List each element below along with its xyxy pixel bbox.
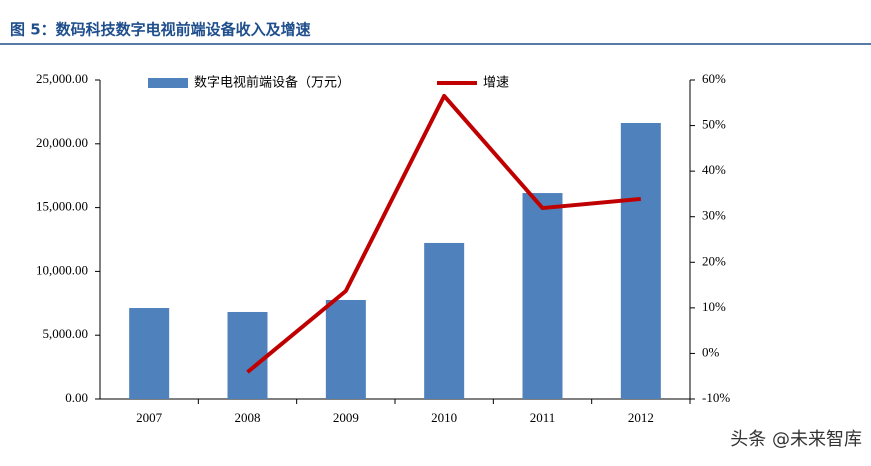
bar (522, 193, 563, 399)
x-tick-label: 2010 (431, 410, 457, 425)
bar (129, 308, 170, 399)
y2-tick-label: 0% (702, 344, 720, 359)
bar (424, 242, 465, 399)
y-tick-label: 0.00 (65, 390, 88, 405)
y2-tick-label: -10% (702, 390, 730, 405)
x-tick-label: 2007 (136, 410, 163, 425)
y-tick-label: 10,000.00 (36, 262, 88, 277)
chart-title: 图 5：数码科技数字电视前端设备收入及增速 (10, 21, 311, 39)
bar (227, 311, 268, 399)
x-tick-label: 2011 (530, 410, 556, 425)
y-tick-label: 20,000.00 (36, 135, 88, 150)
x-tick-label: 2008 (235, 410, 261, 425)
y-tick-label: 15,000.00 (36, 199, 88, 214)
legend-label: 数字电视前端设备（万元） (194, 75, 350, 91)
y2-tick-label: 60% (702, 71, 726, 86)
line (246, 93, 642, 374)
y2-tick-label: 30% (702, 208, 726, 223)
y2-tick-label: 40% (702, 162, 726, 177)
y-tick-label: 5,000.00 (43, 326, 89, 341)
legend-swatch (148, 78, 188, 88)
x-tick-label: 2012 (628, 410, 654, 425)
legend-label: 增速 (483, 76, 509, 91)
y2-tick-label: 10% (702, 299, 726, 314)
bar (620, 123, 661, 400)
x-tick-label: 2009 (333, 410, 359, 425)
bar (325, 299, 366, 399)
y-tick-label: 25,000.00 (36, 71, 88, 86)
watermark: 头条 @未来智库 (730, 429, 862, 450)
y2-tick-label: 20% (702, 253, 726, 268)
y2-tick-label: 50% (702, 117, 726, 132)
